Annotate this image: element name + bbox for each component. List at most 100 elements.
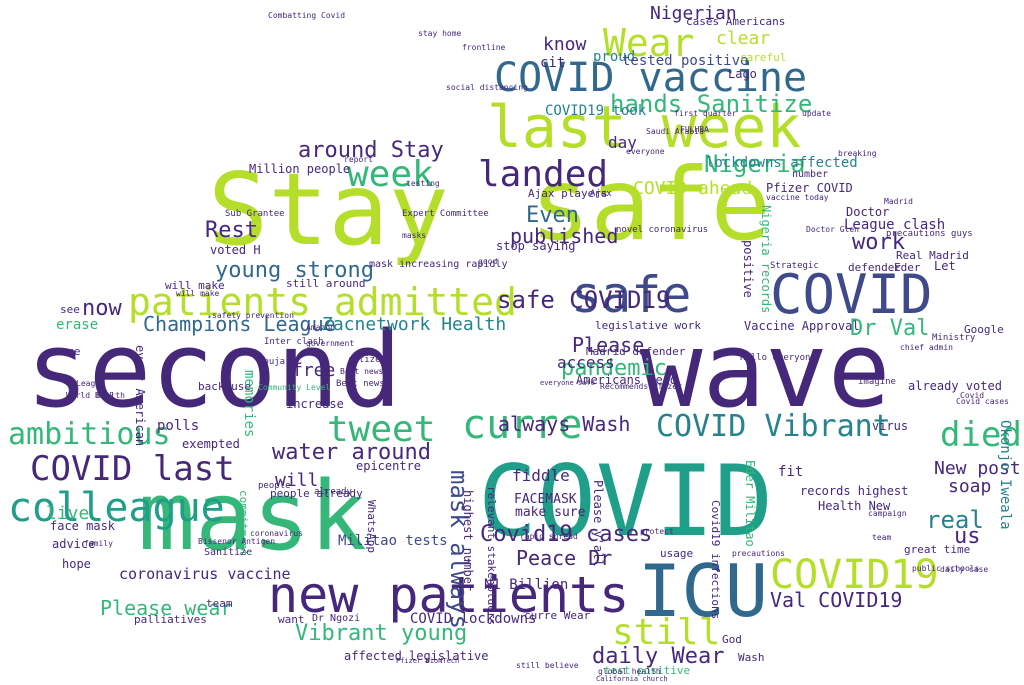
word-landed: landed [478,154,609,195]
word-even: Even [526,203,579,228]
word-ajax: Ajax [590,189,612,199]
word-erase: erase [56,317,99,333]
word-doctor-glen: Doctor Glen [806,225,859,234]
word-voted-h: voted H [210,243,261,257]
word-covid-cases: Covid cases [956,397,1009,406]
word-vaccine-approval: Vaccine Approval [744,319,860,333]
word-health-new: Health New [818,499,891,513]
word-curre-wear: curre Wear [524,609,591,622]
word-already: already [314,487,352,497]
word-free: free [292,360,336,381]
word-increase: increase [286,397,344,411]
word-wave: wave [640,309,891,431]
word-stop-saying: stop saying [496,239,576,253]
word-legislative-work: legislative work [595,319,701,332]
word-always-wash: always Wash [498,412,631,436]
word-week: week [347,154,434,195]
word-highest-number: highest number [461,490,475,592]
word-california-church: California church [596,675,668,683]
word-please-yall: Please y'all [591,480,605,567]
word-recommends-pfizer: Recommends Pfizer [600,382,682,391]
word-want: want [278,613,305,626]
word-million-people: Million people [249,162,351,176]
word-epicentre: epicentre [356,459,422,473]
word-americans-head: Americans head [576,373,678,387]
word-colleague: colleague [8,485,225,531]
word-inter-clash: Inter clash [264,337,324,347]
word-madrid-defender: Madrid defender [586,345,686,358]
word-nigeria: Nigeria [704,150,806,178]
word-militao-tests: Militao tests [338,533,448,549]
word-second: second [26,309,402,431]
word-come: come [54,345,81,358]
word-covid19-cases: Covid19 cases [480,522,653,547]
word-rest: Rest [205,218,258,243]
word-make-sure: make sure [515,505,586,520]
word-usage: usage [660,547,694,560]
word-safe: safe [530,146,771,263]
word-curre: curre [462,402,583,448]
word-last-week: last week [487,93,802,161]
word-nigerian: Nigerian [650,3,737,24]
word-lockdowns-affected: lockdowns affected [706,155,858,171]
word-icu: ICU [638,549,769,633]
word-commitment: commitment [237,490,250,557]
word-died: died [940,415,1022,455]
word-relevant-stakeholders: relevant stakeholders [485,486,498,626]
word-madrid: Madrid [884,197,913,206]
word-will-make-2: will make [176,289,220,298]
word-eder-militao: Eder Militao [743,460,757,547]
word-work: work [852,230,905,255]
word-eder: Eder [894,261,921,274]
word-ajax-players: Ajax players [528,187,608,200]
word-covid-ahead: COVID ahead [633,178,753,199]
word-family: family [84,539,113,548]
word-covid-small: Covid [960,391,985,400]
word-amazon: Amazon [306,323,335,332]
word-fit: fit [778,464,804,480]
word-stay: Stay [208,151,449,268]
word-will-make: will make [165,279,225,292]
word-champions-league: Champions League [143,312,336,336]
word-good: good [478,257,498,266]
word-careful: careful [740,51,787,64]
word-best-news-2: Best news [340,367,384,376]
word-vibrant-young: Vibrant young [295,621,468,646]
word-memories: memories [241,370,257,438]
word-know: know [543,34,587,55]
word-new-patients: new patients [268,566,630,624]
word-government: government [306,339,355,348]
word-pfizer-covid: Pfizer COVID [766,181,853,195]
word-hello-everyone: Hello everyone [740,353,816,363]
word-everyone-safe: everyone safe [540,379,595,387]
word-masks: masks [402,231,427,240]
word-please-wear: Please wear [100,596,233,620]
word-nigeria-records: Nigeria records [759,205,773,314]
word-records-highest: records highest [800,484,909,498]
word-proud: proud [593,49,636,65]
word-community-level: Community Level [258,383,331,392]
word-day: day [608,133,637,152]
word-wash: Wash [738,651,765,664]
word-tweet: tweet [327,409,436,450]
word-still-believe: still believe [516,661,579,670]
word-people-already: people already [270,487,363,500]
word-update: update [802,109,831,118]
word-water-around: water around [272,440,431,465]
word-league: League [76,379,105,388]
word-virus: virus [872,419,909,433]
word-abuja: Abuja [258,357,286,367]
word-defender: defender [848,261,901,274]
word-precautions: precautions [732,549,785,558]
word-around-stay: around Stay [298,138,444,163]
word-novel-coronavirus: novel coronavirus [616,225,709,235]
word-dr-ngozi: Dr Ngozi [312,613,361,624]
word-google: Google [964,323,1004,336]
word-dr-val: Dr Val [850,316,930,341]
word-ministry: Ministry [932,333,976,343]
word-pandemic: pandemic [561,356,667,381]
word-campaign: campaign [868,509,907,518]
word-clear: clear [716,28,771,49]
word-will: will [275,470,319,491]
word-covid-lockdowns: COVID lockdowns [410,611,537,627]
